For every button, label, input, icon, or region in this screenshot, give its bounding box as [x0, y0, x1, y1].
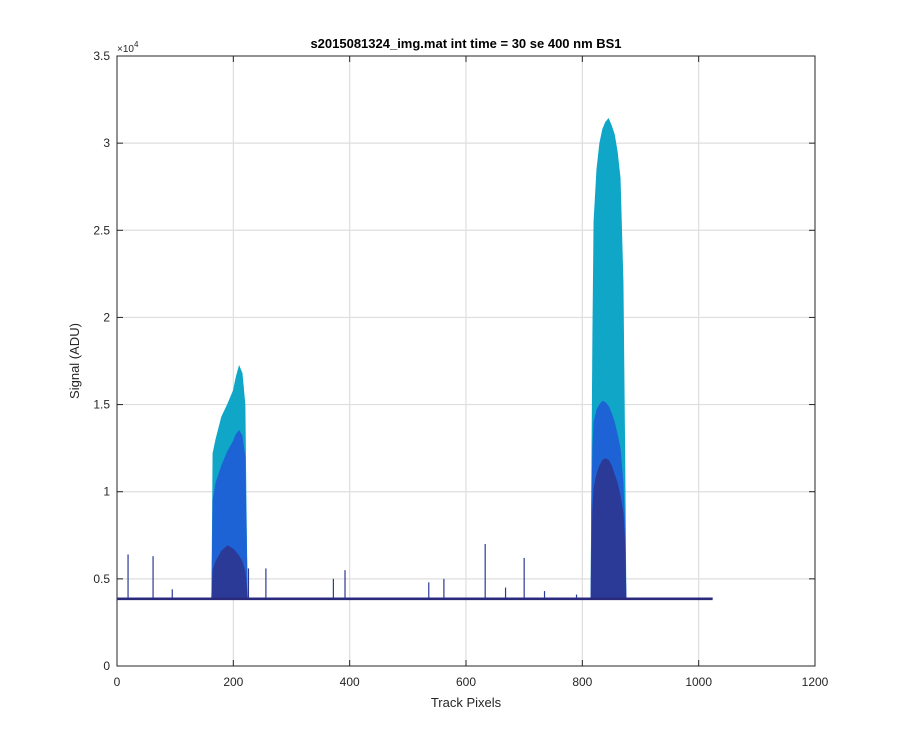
chart-title: s2015081324_img.mat int time = 30 se 400…	[310, 36, 621, 51]
x-tick-label: 0	[114, 675, 121, 689]
y-tick-label: 0.5	[93, 572, 110, 586]
y-exponent-base: ×10	[117, 44, 134, 55]
x-axis-label: Track Pixels	[431, 695, 502, 710]
spike-marks	[127, 544, 578, 599]
y-exponent-power: 4	[134, 40, 139, 49]
y-tick-label: 3	[103, 136, 110, 150]
y-tick-label: 3.5	[93, 49, 110, 63]
x-tick-label: 800	[572, 675, 592, 689]
x-axis-ticks: 0 200 400 600 800 1000 1200	[114, 56, 829, 689]
signal-area-series-3	[117, 458, 713, 599]
x-tick-label: 600	[456, 675, 476, 689]
y-tick-label: 1	[103, 485, 110, 499]
signal-area-series-1	[117, 117, 713, 599]
x-tick-label: 1000	[685, 675, 712, 689]
y-tick-label: 2.5	[93, 223, 110, 237]
y-tick-label: 0	[103, 659, 110, 673]
y-tick-label: 2	[103, 310, 110, 324]
x-tick-label: 1200	[802, 675, 829, 689]
x-tick-label: 400	[340, 675, 360, 689]
signal-areas	[117, 117, 713, 601]
y-axis-label: Signal (ADU)	[67, 323, 82, 399]
x-tick-label: 200	[223, 675, 243, 689]
y-axis-ticks: 0 0.5 1 1.5 2 2.5 3 3.5	[93, 49, 815, 673]
y-tick-label: 1.5	[93, 398, 110, 412]
